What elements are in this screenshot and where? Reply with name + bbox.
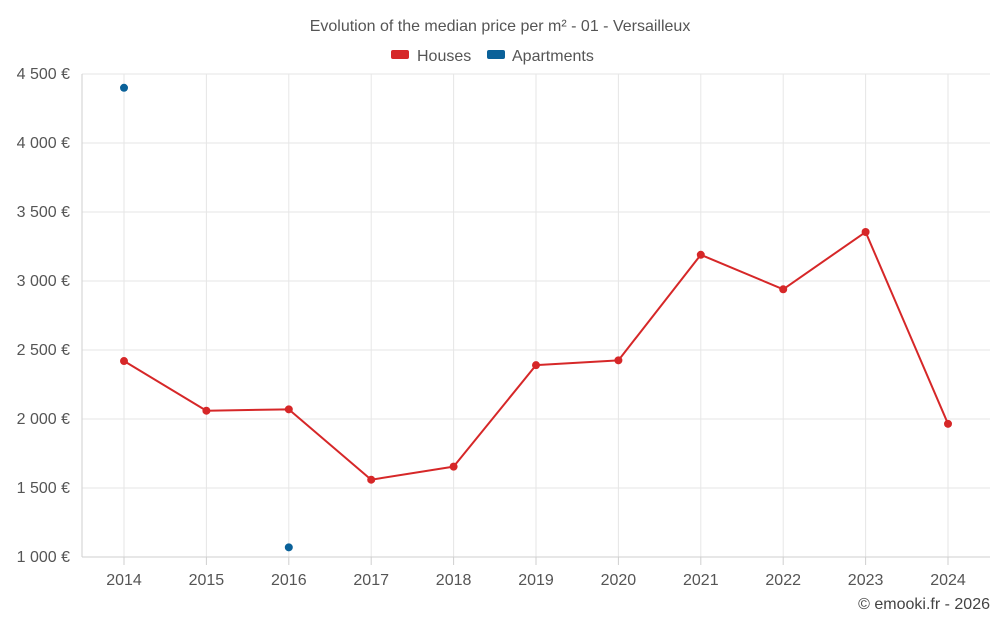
series-houses: [120, 228, 952, 484]
legend-swatch-apartments: [487, 50, 505, 59]
chart-title: Evolution of the median price per m² - 0…: [310, 18, 691, 35]
x-tick-label: 2024: [930, 572, 966, 589]
data-point-houses[interactable]: [367, 475, 376, 484]
data-point-apartments[interactable]: [284, 543, 293, 552]
data-point-houses[interactable]: [120, 357, 128, 366]
x-tick-label: 2023: [848, 572, 884, 589]
data-point-houses[interactable]: [944, 419, 952, 428]
legend-swatch-houses: [391, 50, 409, 59]
y-tick-label: 3 000 €: [17, 273, 70, 290]
grid: [82, 73, 990, 557]
credit-text: © emooki.fr - 2026: [858, 596, 990, 613]
legend-item-apartments[interactable]: Apartments: [487, 48, 594, 65]
x-tick-label: 2015: [189, 572, 225, 589]
y-tick-label: 4 000 €: [17, 135, 70, 152]
legend: Houses Apartments: [391, 48, 594, 65]
x-tick-label: 2021: [683, 572, 719, 589]
y-tick-label: 1 000 €: [17, 549, 70, 566]
x-tick-label: 2020: [601, 572, 637, 589]
data-point-houses[interactable]: [284, 405, 293, 414]
y-tick-label: 4 500 €: [17, 66, 70, 83]
data-point-houses[interactable]: [779, 285, 788, 294]
data-point-apartments[interactable]: [120, 83, 128, 92]
data-point-houses[interactable]: [532, 361, 540, 370]
data-point-houses[interactable]: [696, 250, 705, 259]
x-tick-label: 2019: [518, 572, 554, 589]
data-point-houses[interactable]: [614, 356, 623, 365]
legend-label-houses: Houses: [417, 48, 471, 65]
x-tick-label: 2022: [765, 572, 801, 589]
data-point-houses[interactable]: [202, 406, 211, 415]
x-tick-label: 2016: [271, 572, 307, 589]
y-tick-label: 2 500 €: [17, 342, 70, 359]
legend-item-houses[interactable]: Houses: [391, 48, 471, 65]
y-axis-ticks: 1 000 € 1 500 € 2 000 € 2 500 € 3 000 € 3 500…: [17, 66, 70, 566]
series: [120, 83, 952, 552]
x-tick-label: 2014: [106, 572, 142, 589]
series-apartments: [120, 83, 293, 552]
legend-label-apartments: Apartments: [512, 48, 594, 65]
x-tick-label: 2018: [436, 572, 472, 589]
data-point-houses[interactable]: [861, 228, 870, 237]
y-tick-label: 2 000 €: [17, 411, 70, 428]
y-tick-label: 1 500 €: [17, 480, 70, 497]
y-tick-label: 3 500 €: [17, 204, 70, 221]
data-point-houses[interactable]: [449, 462, 458, 471]
x-axis-ticks: 2014 2015 2016 2017 2018 2019 2020 2021 2022 2023…: [106, 557, 966, 589]
x-tick-label: 2017: [353, 572, 389, 589]
